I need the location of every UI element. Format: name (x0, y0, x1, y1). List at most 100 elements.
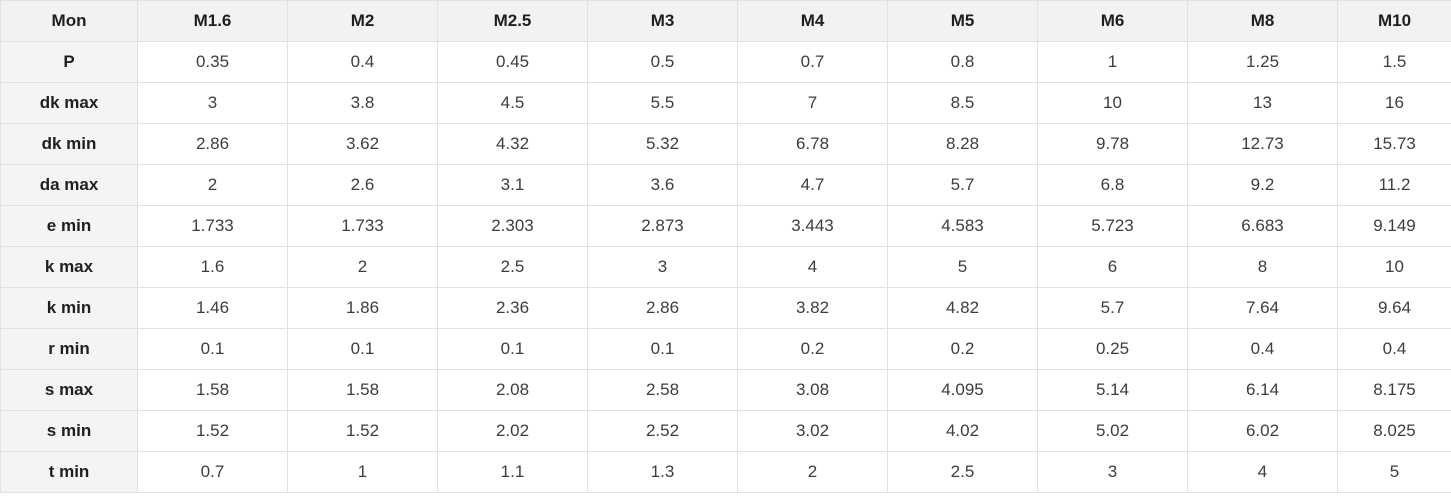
row-label-dk-max: dk max (0, 82, 138, 124)
value-cell: 4.02 (887, 410, 1038, 452)
value-cell: 0.2 (737, 328, 888, 370)
table-row: s min 1.52 1.52 2.02 2.52 3.02 4.02 5.02 6.02 8.0… (0, 410, 1451, 452)
value-cell: 0.4 (1337, 328, 1451, 370)
row-label-r-min: r min (0, 328, 138, 370)
value-cell: 0.1 (437, 328, 588, 370)
row-label-s-min: s min (0, 410, 138, 452)
table-row: t min 0.7 1 1.1 1.3 2 2.5 3 4 5 (0, 451, 1451, 493)
value-cell: 2.6 (287, 164, 438, 206)
value-cell: 7 (737, 82, 888, 124)
value-cell: 3.82 (737, 287, 888, 329)
value-cell: 1.86 (287, 287, 438, 329)
value-cell: 8.28 (887, 123, 1038, 165)
column-header-m5: M5 (887, 0, 1038, 42)
value-cell: 4 (1187, 451, 1338, 493)
value-cell: 2.86 (587, 287, 738, 329)
column-header-m2: M2 (287, 0, 438, 42)
value-cell: 0.1 (587, 328, 738, 370)
value-cell: 4.82 (887, 287, 1038, 329)
value-cell: 4.583 (887, 205, 1038, 247)
value-cell: 3.02 (737, 410, 888, 452)
value-cell: 1 (1037, 41, 1188, 83)
value-cell: 3 (587, 246, 738, 288)
value-cell: 2.02 (437, 410, 588, 452)
value-cell: 0.7 (737, 41, 888, 83)
value-cell: 1.5 (1337, 41, 1451, 83)
table-row: dk max 3 3.8 4.5 5.5 7 8.5 10 13 16 (0, 82, 1451, 124)
value-cell: 0.8 (887, 41, 1038, 83)
value-cell: 5.32 (587, 123, 738, 165)
value-cell: 6.683 (1187, 205, 1338, 247)
value-cell: 2.08 (437, 369, 588, 411)
column-header-m3: M3 (587, 0, 738, 42)
table-row: k min 1.46 1.86 2.36 2.86 3.82 4.82 5.7 7.64 9.64 (0, 287, 1451, 329)
row-label-t-min: t min (0, 451, 138, 493)
row-label-s-max: s max (0, 369, 138, 411)
value-cell: 2.303 (437, 205, 588, 247)
value-cell: 9.149 (1337, 205, 1451, 247)
value-cell: 4.095 (887, 369, 1038, 411)
table-row: s max 1.58 1.58 2.08 2.58 3.08 4.095 5.14 6.14 8.… (0, 369, 1451, 411)
value-cell: 2.86 (137, 123, 288, 165)
value-cell: 5.14 (1037, 369, 1188, 411)
value-cell: 5.5 (587, 82, 738, 124)
value-cell: 3 (137, 82, 288, 124)
value-cell: 2.58 (587, 369, 738, 411)
value-cell: 1.733 (287, 205, 438, 247)
table-row: da max 2 2.6 3.1 3.6 4.7 5.7 6.8 9.2 11.2 (0, 164, 1451, 206)
value-cell: 13 (1187, 82, 1338, 124)
value-cell: 15.73 (1337, 123, 1451, 165)
column-header-mon: Mon (0, 0, 138, 42)
value-cell: 9.64 (1337, 287, 1451, 329)
value-cell: 16 (1337, 82, 1451, 124)
value-cell: 4.32 (437, 123, 588, 165)
table-row: e min 1.733 1.733 2.303 2.873 3.443 4.583 5.723… (0, 205, 1451, 247)
value-cell: 12.73 (1187, 123, 1338, 165)
value-cell: 5.02 (1037, 410, 1188, 452)
value-cell: 9.78 (1037, 123, 1188, 165)
value-cell: 3.08 (737, 369, 888, 411)
value-cell: 3 (1037, 451, 1188, 493)
value-cell: 1 (287, 451, 438, 493)
column-header-m2-5: M2.5 (437, 0, 588, 42)
value-cell: 8.5 (887, 82, 1038, 124)
value-cell: 1.58 (287, 369, 438, 411)
value-cell: 8.025 (1337, 410, 1451, 452)
column-header-m4: M4 (737, 0, 888, 42)
value-cell: 0.1 (137, 328, 288, 370)
value-cell: 8 (1187, 246, 1338, 288)
row-label-k-max: k max (0, 246, 138, 288)
value-cell: 10 (1037, 82, 1188, 124)
value-cell: 2.873 (587, 205, 738, 247)
row-label-e-min: e min (0, 205, 138, 247)
value-cell: 1.58 (137, 369, 288, 411)
value-cell: 2.52 (587, 410, 738, 452)
value-cell: 1.46 (137, 287, 288, 329)
value-cell: 1.1 (437, 451, 588, 493)
value-cell: 0.25 (1037, 328, 1188, 370)
value-cell: 5.7 (1037, 287, 1188, 329)
table-row: k max 1.6 2 2.5 3 4 5 6 8 10 (0, 246, 1451, 288)
header-row: Mon M1.6 M2 M2.5 M3 M4 M5 M6 M8 M10 (0, 0, 1451, 42)
column-header-m1-6: M1.6 (137, 0, 288, 42)
column-header-m6: M6 (1037, 0, 1188, 42)
value-cell: 3.443 (737, 205, 888, 247)
table-header: Mon M1.6 M2 M2.5 M3 M4 M5 M6 M8 M10 (0, 0, 1451, 42)
value-cell: 2.5 (887, 451, 1038, 493)
value-cell: 4.5 (437, 82, 588, 124)
row-label-k-min: k min (0, 287, 138, 329)
value-cell: 0.1 (287, 328, 438, 370)
value-cell: 1.3 (587, 451, 738, 493)
value-cell: 5.723 (1037, 205, 1188, 247)
value-cell: 2.5 (437, 246, 588, 288)
value-cell: 0.45 (437, 41, 588, 83)
value-cell: 0.4 (287, 41, 438, 83)
value-cell: 4 (737, 246, 888, 288)
table-row: P 0.35 0.4 0.45 0.5 0.7 0.8 1 1.25 1.5 (0, 41, 1451, 83)
value-cell: 6.8 (1037, 164, 1188, 206)
column-header-m8: M8 (1187, 0, 1338, 42)
value-cell: 5.7 (887, 164, 1038, 206)
value-cell: 4.7 (737, 164, 888, 206)
value-cell: 3.62 (287, 123, 438, 165)
